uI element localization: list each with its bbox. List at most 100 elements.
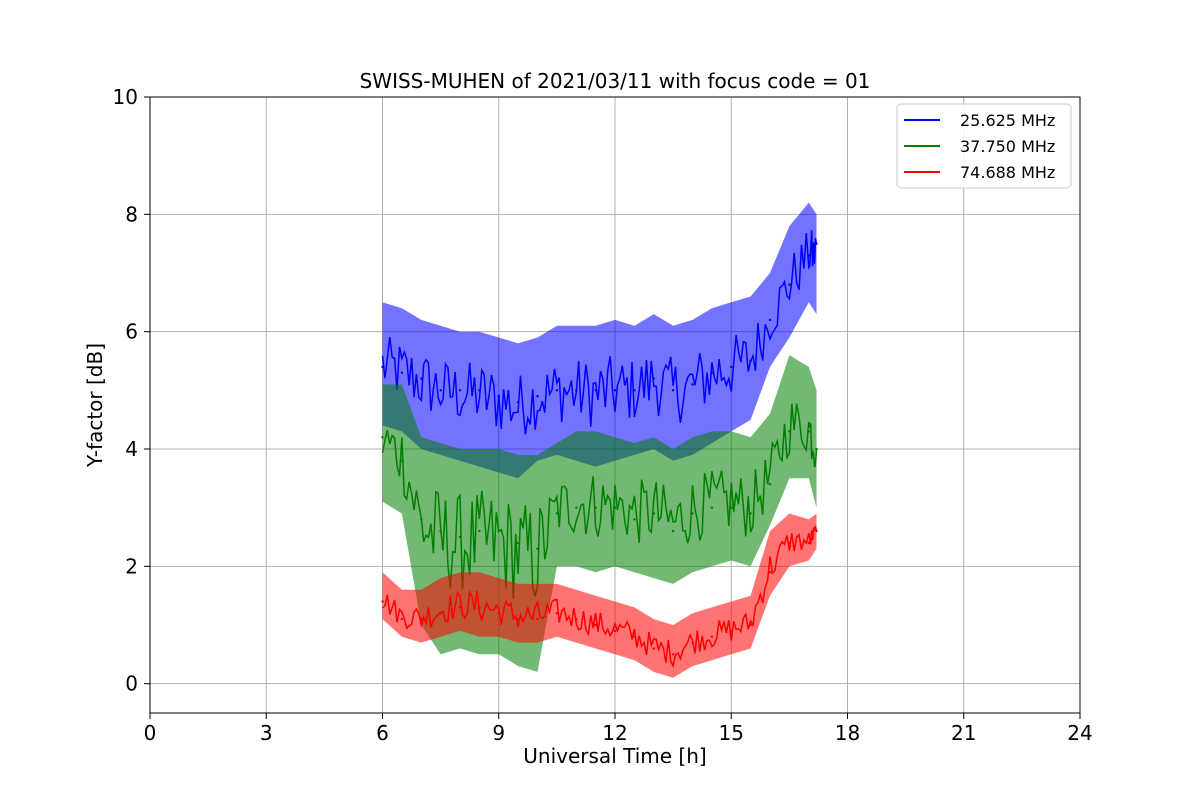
data-point [381, 436, 384, 439]
data-point [497, 529, 500, 533]
data-point [439, 389, 442, 392]
data-point [710, 635, 714, 638]
data-point [594, 623, 597, 627]
data-point [710, 371, 714, 374]
data-point [815, 529, 818, 533]
data-point [439, 529, 442, 533]
data-point [478, 606, 481, 609]
legend-label: 74.688 MHz [960, 163, 1055, 182]
y-tick-label: 4 [125, 437, 138, 461]
data-point [594, 506, 597, 509]
chart-title: SWISS-MUHEN of 2021/03/11 with focus cod… [360, 69, 871, 93]
data-point [420, 518, 423, 521]
y-tick-label: 8 [125, 202, 138, 226]
x-tick-label: 21 [951, 721, 976, 745]
data-point [555, 389, 559, 392]
series-line [381, 230, 818, 435]
data-point [633, 635, 636, 638]
x-tick-label: 6 [376, 721, 389, 745]
data-point [458, 535, 462, 539]
data-point [815, 242, 818, 245]
data-point [691, 641, 694, 644]
data-point [807, 430, 810, 433]
x-tick-label: 12 [602, 721, 627, 745]
data-point [516, 541, 520, 545]
data-point [381, 600, 384, 603]
data-point [478, 389, 481, 392]
data-point [381, 365, 384, 369]
data-point [652, 377, 655, 380]
x-tick-label: 9 [492, 721, 505, 745]
data-point [497, 395, 500, 398]
x-tick-label: 18 [835, 721, 860, 745]
data-point [575, 389, 578, 392]
data-point [613, 506, 617, 509]
data-point [815, 447, 818, 451]
legend-box [896, 103, 1072, 189]
y-tick-label: 2 [125, 554, 138, 578]
series-layer [381, 202, 818, 678]
data-point [420, 377, 423, 380]
data-point [633, 518, 636, 521]
data-point [652, 647, 655, 650]
data-point [420, 617, 423, 621]
data-point [788, 430, 791, 433]
data-point [536, 395, 539, 398]
series-line [382, 525, 818, 669]
data-point [458, 606, 462, 609]
data-point [807, 541, 810, 545]
data-point [671, 653, 675, 656]
data-point [516, 617, 520, 621]
data-point [575, 506, 578, 509]
data-point [439, 612, 442, 615]
legend: 25.625 MHz 37.750 MHz 74.688 MHz [896, 103, 1072, 189]
data-point [400, 371, 404, 374]
data-point [768, 483, 772, 486]
data-point [536, 617, 539, 621]
data-point [458, 389, 462, 392]
data-point [400, 459, 404, 462]
data-point [555, 612, 559, 615]
series-envelope [382, 202, 817, 479]
data-point [691, 512, 694, 515]
data-point [730, 629, 733, 633]
y-tick-label: 10 [113, 85, 138, 109]
legend-label: 37.750 MHz [960, 137, 1055, 156]
legend-label: 25.625 MHz [960, 111, 1055, 130]
data-point [516, 400, 520, 404]
data-point [633, 389, 636, 392]
data-point [807, 254, 810, 257]
series-2 [381, 513, 818, 678]
series-envelope [382, 513, 817, 678]
data-point [536, 547, 539, 550]
data-point [749, 359, 752, 363]
series-0 [381, 202, 818, 479]
data-point [788, 541, 791, 545]
data-point [478, 529, 481, 533]
y-tick-label: 0 [125, 672, 138, 696]
data-point [652, 512, 655, 515]
legend-items: 25.625 MHz 37.750 MHz 74.688 MHz [904, 111, 1055, 182]
x-tick-label: 3 [260, 721, 273, 745]
data-point [788, 283, 791, 286]
data-point [730, 506, 733, 509]
data-point [594, 389, 597, 392]
data-point [691, 383, 694, 386]
data-point [497, 612, 500, 615]
data-point [400, 617, 404, 621]
data-point [749, 512, 752, 515]
data-point [575, 617, 578, 621]
data-point [710, 506, 714, 509]
series-line [381, 403, 818, 599]
data-point [671, 529, 675, 533]
data-point [613, 629, 617, 633]
data-point [613, 389, 617, 392]
data-point [768, 318, 772, 322]
x-tick-label: 0 [144, 721, 157, 745]
data-point [730, 365, 733, 369]
x-axis-label: Universal Time [h] [523, 744, 706, 768]
x-tick-label: 24 [1067, 721, 1092, 745]
data-point [555, 512, 559, 515]
